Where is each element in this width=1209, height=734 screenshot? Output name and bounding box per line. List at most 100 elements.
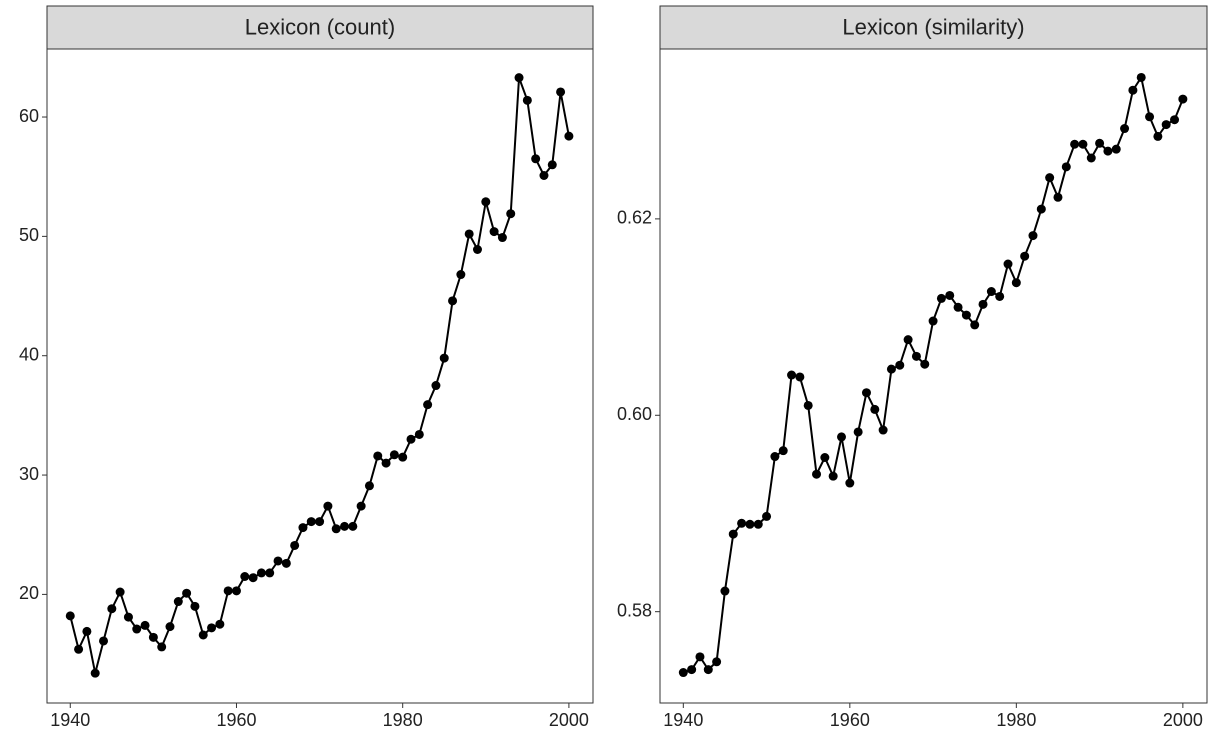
data-point (165, 622, 175, 632)
data-point (920, 359, 930, 369)
data-point (448, 296, 458, 306)
data-point (99, 636, 109, 646)
data-point (298, 523, 308, 533)
data-point (1153, 131, 1163, 141)
data-point (770, 452, 780, 462)
data-point (861, 388, 871, 398)
data-point (687, 665, 697, 675)
x-tick-label: 1980 (383, 710, 423, 730)
data-point (464, 229, 474, 239)
data-point (895, 360, 905, 370)
data-point (489, 227, 499, 237)
y-tick-label: 20 (19, 583, 39, 603)
data-point (945, 290, 955, 300)
data-point (439, 353, 449, 363)
data-point (1178, 94, 1188, 104)
data-point (215, 619, 225, 629)
data-point (903, 335, 913, 345)
data-point (1045, 173, 1055, 183)
data-point (132, 624, 142, 634)
data-point (547, 160, 557, 170)
data-point (522, 95, 532, 105)
data-point (514, 73, 524, 83)
data-point (828, 471, 838, 481)
data-point (539, 171, 549, 181)
data-point (231, 586, 241, 596)
panel-title: Lexicon (count) (245, 14, 395, 39)
data-point (148, 632, 158, 642)
data-point (331, 524, 341, 534)
data-point (978, 299, 988, 309)
data-point (1136, 72, 1146, 82)
data-point (273, 556, 283, 566)
data-point (564, 131, 574, 141)
data-point (481, 197, 491, 207)
data-point (878, 425, 888, 435)
data-point (953, 302, 963, 312)
data-point (1053, 192, 1063, 202)
y-tick-label: 40 (19, 344, 39, 364)
data-point (795, 372, 805, 382)
data-point (248, 573, 258, 583)
data-point (340, 521, 350, 531)
x-tick-label: 1960 (216, 710, 256, 730)
data-point (1003, 259, 1013, 269)
data-point (1170, 115, 1180, 125)
data-point (256, 568, 266, 578)
data-point (778, 446, 788, 456)
data-point (928, 316, 938, 326)
data-point (753, 519, 763, 529)
data-point (107, 604, 117, 614)
data-point (936, 293, 946, 303)
data-point (265, 568, 275, 578)
data-point (456, 270, 466, 280)
data-point (190, 601, 200, 611)
y-tick-label: 30 (19, 464, 39, 484)
data-point (703, 665, 713, 675)
data-point (373, 451, 383, 461)
data-point (306, 517, 316, 527)
data-point (970, 320, 980, 330)
data-point (961, 310, 971, 320)
data-point (423, 400, 433, 410)
data-point (182, 588, 192, 598)
x-tick-label: 1940 (663, 710, 703, 730)
data-point (123, 612, 133, 622)
data-point (995, 291, 1005, 301)
data-point (1028, 231, 1038, 241)
data-point (886, 364, 896, 374)
data-point (207, 623, 217, 633)
data-point (398, 452, 408, 462)
data-point (356, 501, 366, 511)
data-point (803, 400, 813, 410)
data-point (870, 404, 880, 414)
data-point (157, 642, 167, 652)
x-tick-label: 1940 (50, 710, 90, 730)
data-point (986, 287, 996, 297)
data-point (497, 233, 507, 243)
data-point (762, 511, 772, 521)
data-point (1011, 278, 1021, 288)
data-point (1061, 162, 1071, 172)
data-point (1161, 120, 1171, 130)
data-point (115, 587, 125, 597)
data-point (745, 519, 755, 529)
data-point (1103, 146, 1113, 156)
data-point (1070, 139, 1080, 149)
data-point (506, 209, 516, 219)
data-point (720, 586, 730, 596)
data-point (414, 429, 424, 439)
data-point (1095, 138, 1105, 148)
x-tick-label: 2000 (549, 710, 589, 730)
data-point (290, 540, 300, 550)
data-point (787, 370, 797, 380)
data-point (223, 586, 233, 596)
data-point (281, 558, 291, 568)
strip (46, 5, 594, 50)
data-point (820, 453, 830, 463)
data-point (853, 427, 863, 437)
data-point (315, 517, 325, 527)
y-tick-label: 0.62 (617, 208, 652, 228)
data-point (728, 529, 738, 539)
data-point (90, 668, 100, 678)
